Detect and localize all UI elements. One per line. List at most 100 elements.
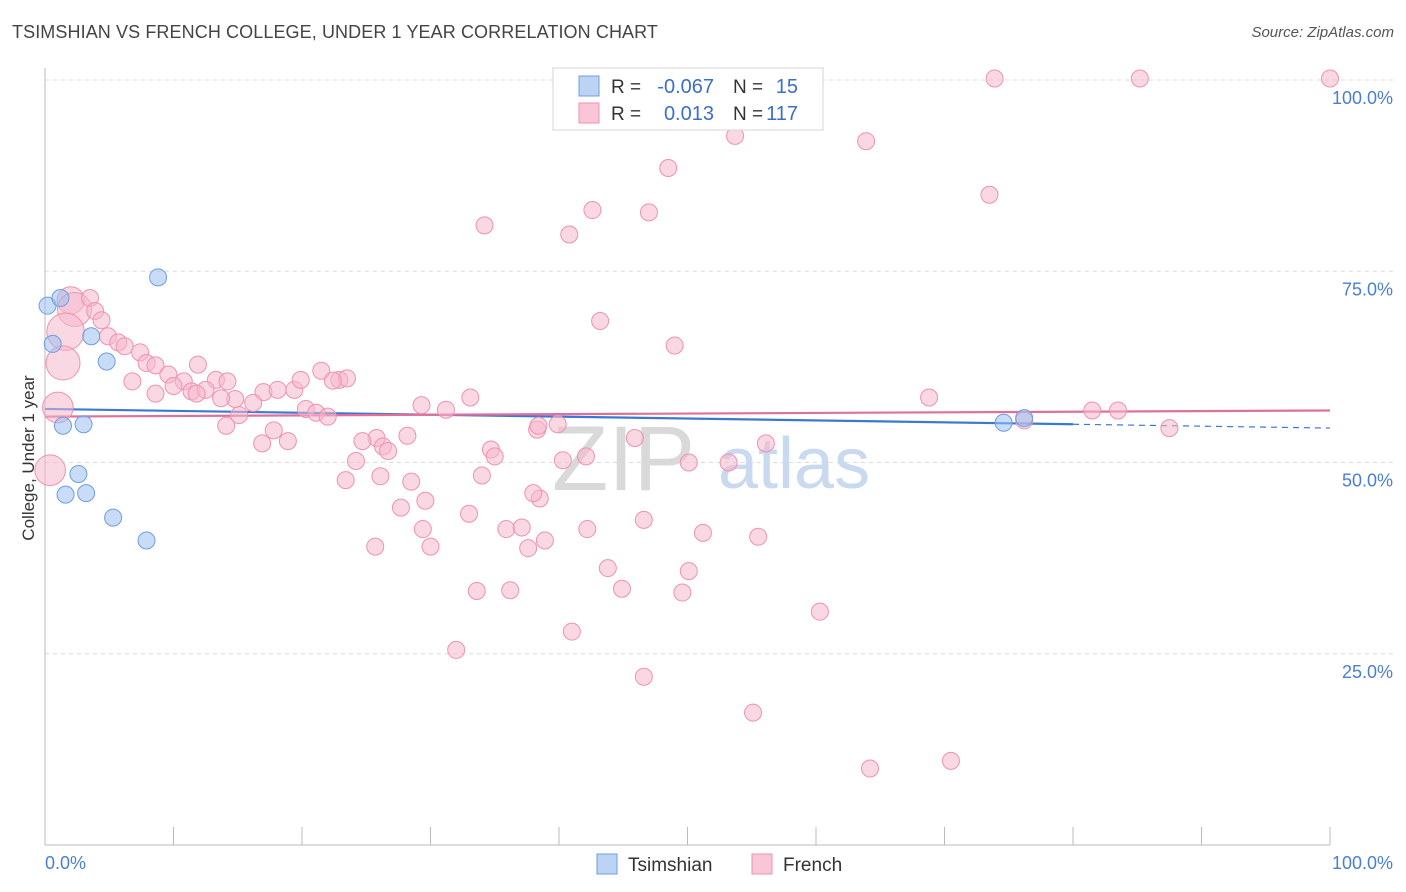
point-french — [312, 361, 331, 380]
point-french — [371, 467, 390, 486]
point-french — [560, 225, 579, 244]
y-tick-labels: 25.0% 50.0% 75.0% 100.0% — [1332, 88, 1393, 682]
watermark-atlas: atlas — [718, 424, 870, 504]
bottom-legend-swatch-french — [751, 853, 773, 875]
point-french — [634, 510, 653, 529]
data-points — [34, 69, 1339, 778]
x-tick-label-max: 100.0% — [1332, 853, 1393, 873]
point-tsimshian — [97, 352, 116, 371]
point-french — [920, 388, 939, 407]
y-tick-label: 50.0% — [1342, 471, 1393, 491]
point-french — [679, 562, 698, 581]
point-french — [164, 377, 183, 395]
point-french — [472, 466, 491, 485]
point-french — [412, 396, 431, 415]
point-french — [485, 447, 504, 466]
point-french — [230, 406, 249, 425]
point-french — [578, 520, 597, 539]
legend-r-french: 0.013 — [664, 103, 714, 125]
point-french — [123, 372, 142, 391]
point-tsimshian — [77, 484, 96, 503]
point-french — [146, 356, 165, 375]
point-french — [625, 429, 644, 448]
point-french — [244, 393, 263, 412]
point-french — [212, 389, 231, 408]
gridlines — [45, 79, 1395, 655]
point-french — [421, 537, 440, 556]
bottom-legend-french: French — [783, 855, 842, 876]
point-french — [346, 451, 365, 470]
point-french — [1108, 401, 1127, 420]
point-french — [583, 201, 602, 220]
point-french — [980, 185, 999, 204]
stats-legend: R = -0.067 N = 15 R = 0.013 N = 117 — [552, 67, 824, 131]
legend-r-label: R = — [611, 77, 641, 98]
point-french — [391, 498, 410, 517]
point-tsimshian — [149, 268, 168, 287]
point-french — [146, 384, 165, 403]
point-french — [436, 400, 455, 419]
point-french — [115, 337, 134, 356]
point-french — [501, 581, 520, 600]
point-french — [336, 471, 355, 490]
point-french — [553, 451, 572, 470]
point-french — [529, 416, 548, 435]
point-french — [749, 527, 768, 546]
point-tsimshian — [104, 508, 123, 527]
point-french — [497, 520, 516, 539]
point-french — [318, 407, 337, 426]
legend-r-tsimshian: -0.067 — [657, 76, 714, 98]
point-tsimshian — [53, 416, 72, 435]
legend-swatch-french — [578, 102, 600, 124]
point-french — [460, 504, 479, 523]
point-french — [467, 582, 486, 601]
point-french — [524, 484, 543, 503]
trend-extension-tsimshian — [1072, 423, 1331, 429]
source-label: Source: ZipAtlas.com — [1251, 24, 1394, 41]
point-french — [639, 203, 658, 222]
legend-n-tsimshian: 15 — [776, 76, 798, 98]
point-french — [402, 472, 421, 491]
y-tick-label: 75.0% — [1342, 279, 1393, 299]
point-french — [217, 416, 236, 435]
point-tsimshian — [74, 415, 93, 434]
point-tsimshian — [994, 413, 1013, 432]
point-french — [562, 622, 581, 641]
point-french — [45, 345, 81, 381]
point-french — [366, 537, 385, 556]
legend-r-label-2: R = — [611, 104, 641, 125]
bottom-legend-tsimshian: Tsimshian — [628, 855, 712, 876]
point-french — [291, 370, 310, 389]
y-axis-label: College, Under 1 year — [19, 375, 38, 541]
point-french — [548, 415, 567, 434]
point-french — [34, 454, 66, 486]
point-french — [519, 539, 538, 558]
point-french — [634, 667, 653, 686]
point-french — [187, 384, 206, 403]
point-tsimshian — [43, 334, 62, 353]
point-french — [576, 447, 595, 466]
legend-n-french: 117 — [766, 103, 798, 125]
point-french — [659, 158, 678, 177]
point-french — [693, 523, 712, 542]
point-french — [264, 421, 283, 440]
point-french — [810, 602, 829, 621]
point-tsimshian — [51, 289, 70, 308]
point-tsimshian — [1015, 409, 1034, 428]
point-french — [475, 216, 494, 235]
legend-swatch-tsimshian — [578, 75, 600, 97]
x-tick-label-min: 0.0% — [45, 853, 86, 873]
point-french — [92, 311, 111, 330]
y-tick-label: 100.0% — [1332, 88, 1393, 108]
point-french — [591, 311, 610, 330]
point-french — [598, 559, 617, 578]
point-french — [42, 391, 74, 424]
point-french — [353, 432, 372, 451]
point-tsimshian — [137, 531, 156, 550]
point-french — [416, 491, 435, 510]
watermark-zip: ZIP — [552, 408, 695, 510]
point-french — [413, 520, 432, 539]
point-french — [461, 388, 480, 407]
point-french — [512, 518, 531, 537]
